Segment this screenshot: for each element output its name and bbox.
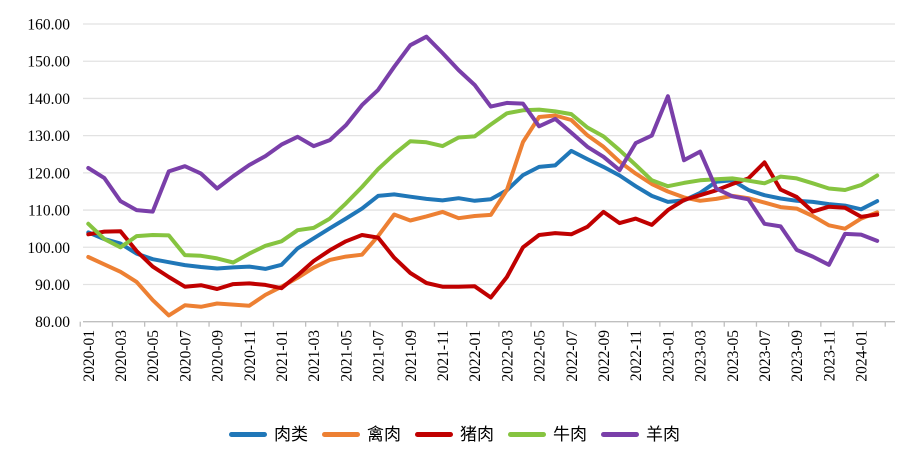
y-axis-label: 90.00: [35, 277, 70, 294]
x-axis-label: 2022-09: [596, 330, 613, 382]
legend-swatch-meat: [229, 432, 267, 437]
legend-item-mutton: 羊肉: [601, 426, 680, 443]
x-axis-label: 2022-11: [628, 330, 645, 381]
legend-swatch-beef: [508, 432, 546, 437]
legend-swatch-poultry: [322, 432, 360, 437]
legend-label-mutton: 羊肉: [646, 425, 680, 444]
x-axis-labels: 2020-01 2020-03 2020-05 2020-07 2020-09 2020-…: [81, 330, 871, 382]
y-axis-label: 130.00: [27, 128, 70, 145]
legend-item-pork: 猪肉: [415, 426, 494, 443]
x-axis-label: 2020-03: [113, 330, 130, 382]
x-axis-label: 2023-11: [821, 330, 838, 381]
legend-item-beef: 牛肉: [508, 426, 587, 443]
x-axis-label: 2021-05: [338, 330, 355, 382]
legend-label-poultry: 禽肉: [367, 425, 401, 444]
x-axis-label: 2023-07: [757, 330, 774, 382]
legend-label-pork: 猪肉: [460, 425, 494, 444]
legend-item-poultry: 禽肉: [322, 426, 401, 443]
x-axis-label: 2024-01: [854, 330, 871, 382]
x-axis-label: 2023-05: [725, 330, 742, 382]
series-line-mutton: [86, 34, 880, 267]
legend-item-meat: 肉类: [229, 426, 308, 443]
y-axis-labels: 80.00 90.00 100.00 110.00 120.00 130.00 140.00…: [27, 17, 70, 332]
legend-label-beef: 牛肉: [553, 425, 587, 444]
chart-legend: 肉类 禽肉 猪肉 牛肉 羊肉: [0, 426, 909, 443]
x-axis-label: 2020-07: [177, 330, 194, 382]
y-axis-label: 110.00: [28, 203, 70, 220]
y-axis-label: 120.00: [27, 165, 70, 182]
y-axis-label: 150.00: [27, 54, 70, 71]
x-axis: [79, 321, 895, 327]
series-line-meat: [86, 148, 880, 271]
x-axis-label: 2020-01: [81, 330, 98, 382]
legend-swatch-pork: [415, 432, 453, 437]
x-axis-label: 2022-07: [564, 330, 581, 382]
x-axis-label: 2022-03: [499, 330, 516, 382]
x-axis-label: 2022-01: [467, 330, 484, 382]
series-lines: [86, 34, 880, 318]
x-axis-label: 2021-11: [435, 330, 452, 381]
legend-label-meat: 肉类: [274, 425, 308, 444]
x-axis-label: 2020-09: [210, 330, 227, 382]
x-axis-label: 2022-05: [532, 330, 549, 382]
y-axis-label: 160.00: [27, 17, 70, 34]
series-line-beef: [86, 107, 880, 265]
x-axis-label: 2021-03: [306, 330, 323, 382]
x-axis-label: 2020-11: [242, 330, 259, 381]
gridlines: [83, 23, 895, 286]
x-axis-label: 2021-01: [274, 330, 291, 382]
legend-swatch-mutton: [601, 432, 639, 437]
x-axis-label: 2023-09: [789, 330, 806, 382]
y-axis-label: 140.00: [27, 91, 70, 108]
x-axis-label: 2023-03: [693, 330, 710, 382]
x-axis-label: 2021-07: [371, 330, 388, 382]
y-axis-label: 100.00: [27, 240, 70, 257]
y-axis-label: 80.00: [35, 314, 70, 331]
x-axis-label: 2020-05: [145, 330, 162, 382]
x-axis-label: 2021-09: [403, 330, 420, 382]
x-axis-label: 2023-01: [660, 330, 677, 382]
